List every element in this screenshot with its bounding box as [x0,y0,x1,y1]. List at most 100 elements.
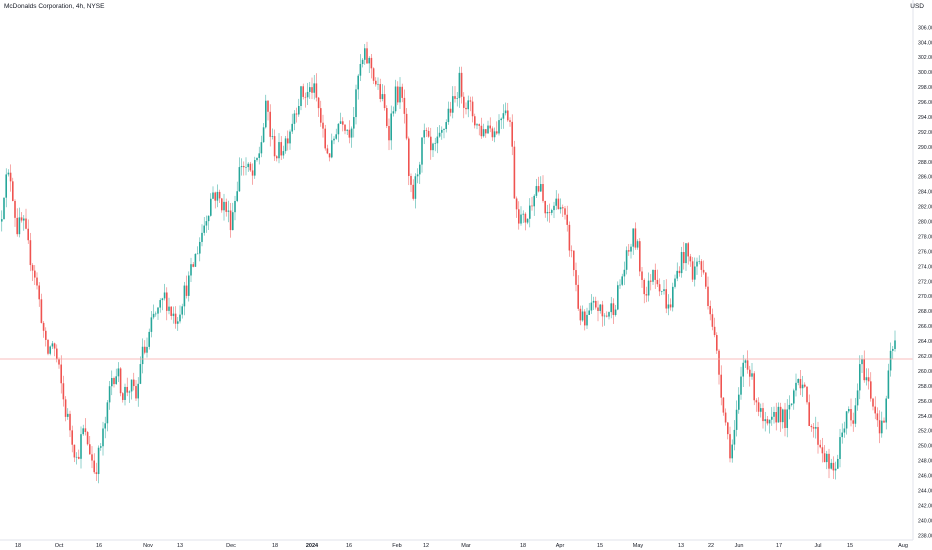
candle-up [623,269,626,277]
candle-up [291,123,293,132]
candle-down [273,136,276,157]
candle-up [526,218,529,223]
candle-down [658,284,661,292]
candle-up [181,306,183,315]
candle-down [687,243,689,257]
candle-up [830,462,832,469]
candle-up [152,313,155,318]
candle-down [218,191,221,199]
candle-up [177,321,179,324]
candle-down [386,108,388,127]
candle-up [667,304,670,309]
candle-up [210,198,212,216]
candle-up [672,286,674,308]
candle-down [425,130,428,131]
time-axis[interactable]: 18 Oct 16 Nov 13 Dec 18 2024 16 Feb 12 Mar 18 Apr 15 Ma… [15,543,908,549]
candle-down [478,124,480,126]
price-tick-label: 240.00 [918,518,932,524]
candle-up [760,408,762,412]
candle-up [744,360,747,363]
candle-down [454,96,456,99]
candle-up [183,285,186,307]
candle-down [808,402,810,427]
time-tick-label: Oct [55,543,64,549]
candle-up [586,314,588,326]
time-tick-label: 13 [177,543,183,549]
currency-label: USD [910,3,924,10]
candle-down [766,419,769,424]
candle-up [590,302,593,311]
candle-up [1,219,3,222]
candle-up [487,125,489,134]
time-tick-label: Jul [814,543,821,549]
candle-up [368,57,370,64]
candle-up [553,205,555,211]
candle-up [647,280,650,296]
candle-up [306,91,309,98]
candle-down [372,68,375,81]
price-tick-label: 278.00 [918,234,932,240]
candle-down [144,346,146,353]
candle-down [86,432,89,445]
candle-down [645,294,648,296]
candle-up [300,86,302,107]
candle-up [359,64,362,76]
price-tick-label: 252.00 [918,429,932,435]
candle-down [344,124,346,131]
candle-down [669,304,672,308]
candle-up [254,160,256,176]
price-axis[interactable]: 238.00 240.00 242.00 244.00 246.00 248.00 250.… [918,25,932,539]
candle-up [458,72,461,99]
candle-up [82,428,84,435]
candle-up [298,106,300,115]
candle-down [16,217,18,235]
candle-down [823,453,826,463]
candle-up [190,264,192,276]
price-tick-label: 256.00 [918,399,932,405]
candle-down [746,360,749,370]
candle-up [540,184,542,192]
candle-down [639,241,641,272]
candle-down [597,307,599,311]
candle-up [834,468,837,471]
candle-down [42,322,45,331]
candle-up [163,292,166,299]
candle-up [529,205,531,219]
candle-down [702,269,705,273]
candle-down [722,397,725,413]
candle-up [245,167,247,168]
price-tick-label: 306.00 [918,25,932,31]
candle-down [304,96,307,98]
candle-down [612,303,615,316]
candle-down [678,270,681,274]
candle-down [469,100,472,102]
candle-up [117,368,120,377]
candle-up [80,434,82,459]
candle-up [881,420,883,434]
candle-up [247,163,249,168]
price-tick-label: 238.00 [918,533,932,539]
candle-up [636,241,639,248]
candle-down [29,240,32,266]
candle-down [650,280,652,282]
time-tick-label: 15 [597,543,603,549]
candle-down [27,228,29,241]
candle-up [278,142,280,159]
candle-up [339,121,342,124]
candle-down [388,126,390,141]
candle-down [280,142,282,156]
candle-up [150,317,153,332]
candle-down [460,72,463,97]
candle-up [196,253,199,255]
candle-down [548,212,551,213]
candle-up [201,232,203,242]
candle-down [753,373,755,401]
candle-up [694,266,696,280]
time-tick-label: Apr [556,543,565,549]
price-tick-label: 260.00 [918,369,932,375]
candle-up [333,138,335,141]
candle-down [38,285,40,300]
candle-down [507,110,509,121]
candle-down [401,86,403,98]
